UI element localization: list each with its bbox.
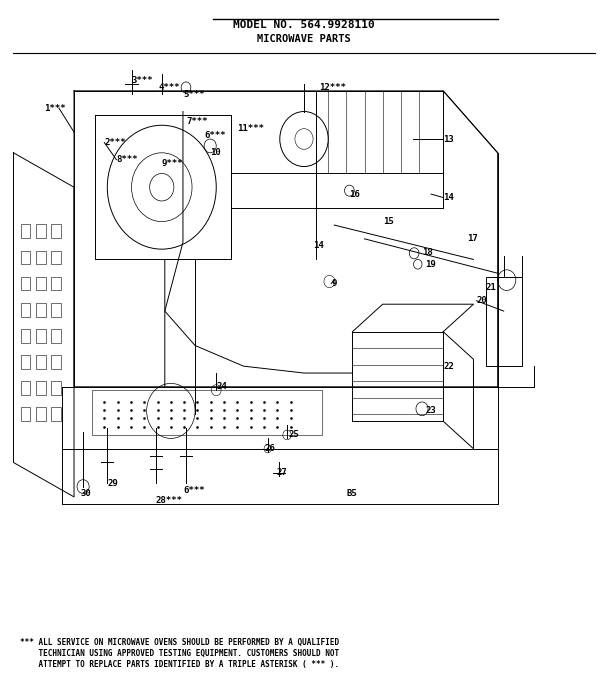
Text: B5: B5	[347, 489, 357, 498]
Text: *** ALL SERVICE ON MICROWAVE OVENS SHOULD BE PERFORMED BY A QUALIFIED: *** ALL SERVICE ON MICROWAVE OVENS SHOUL…	[19, 638, 339, 647]
Text: 22: 22	[443, 361, 454, 370]
Text: 3***: 3***	[131, 76, 153, 85]
Bar	[21, 225, 30, 238]
Text: 4***: 4***	[159, 83, 180, 92]
Text: ATTEMPT TO REPLACE PARTS IDENTIFIED BY A TRIPLE ASTERISK ( *** ).: ATTEMPT TO REPLACE PARTS IDENTIFIED BY A…	[19, 661, 339, 670]
Bar	[51, 329, 61, 343]
Text: 19: 19	[425, 260, 436, 269]
Text: 26: 26	[264, 444, 275, 453]
Text: 9***: 9***	[162, 159, 183, 168]
Text: 30: 30	[80, 489, 91, 498]
Text: 28***: 28***	[156, 496, 182, 505]
Text: 9: 9	[331, 279, 337, 288]
Text: 6***: 6***	[204, 131, 226, 140]
Bar	[36, 225, 46, 238]
Bar	[21, 276, 30, 290]
Bar	[21, 408, 30, 422]
Text: 7***: 7***	[186, 117, 207, 126]
Bar	[36, 251, 46, 264]
Bar	[21, 355, 30, 369]
Bar	[21, 329, 30, 343]
Circle shape	[77, 480, 89, 493]
Bar	[36, 408, 46, 422]
Text: 5***: 5***	[183, 90, 204, 99]
Bar	[36, 329, 46, 343]
Text: 25: 25	[289, 430, 300, 439]
Text: 27: 27	[277, 468, 288, 477]
Text: 18: 18	[422, 248, 433, 257]
Bar	[51, 251, 61, 264]
Text: 14: 14	[313, 241, 324, 250]
Text: 16: 16	[350, 189, 360, 198]
Bar	[92, 390, 322, 435]
Text: 6***: 6***	[183, 486, 204, 495]
Text: 11***: 11***	[238, 124, 264, 133]
Text: 8***: 8***	[116, 155, 138, 164]
Bar	[36, 276, 46, 290]
Bar	[51, 225, 61, 238]
Bar	[21, 381, 30, 395]
Text: MODEL NO. 564.9928110: MODEL NO. 564.9928110	[233, 21, 375, 30]
Text: 15: 15	[382, 217, 393, 226]
Bar	[51, 355, 61, 369]
Text: 2***: 2***	[105, 138, 126, 147]
Text: 23: 23	[425, 406, 436, 415]
Bar	[36, 303, 46, 316]
Text: 10: 10	[210, 149, 221, 158]
Text: 14: 14	[443, 193, 454, 202]
Bar	[36, 355, 46, 369]
Bar	[51, 276, 61, 290]
Bar	[21, 251, 30, 264]
Bar	[36, 381, 46, 395]
Bar	[486, 276, 522, 366]
Text: 12***: 12***	[319, 83, 346, 92]
Bar	[51, 381, 61, 395]
Bar	[21, 303, 30, 316]
Text: 17: 17	[468, 234, 478, 243]
Text: 24: 24	[216, 382, 227, 391]
Text: 20: 20	[477, 296, 487, 305]
Text: 13: 13	[443, 135, 454, 144]
Bar	[51, 303, 61, 316]
Text: 21: 21	[486, 283, 496, 292]
Text: 1***: 1***	[44, 104, 65, 113]
Text: 29: 29	[107, 479, 118, 488]
Text: TECHNICIAN USING APPROVED TESTING EQUIPMENT. CUSTOMERS SHOULD NOT: TECHNICIAN USING APPROVED TESTING EQUIPM…	[19, 650, 339, 659]
Bar	[51, 408, 61, 422]
Text: MICROWAVE PARTS: MICROWAVE PARTS	[257, 35, 351, 44]
